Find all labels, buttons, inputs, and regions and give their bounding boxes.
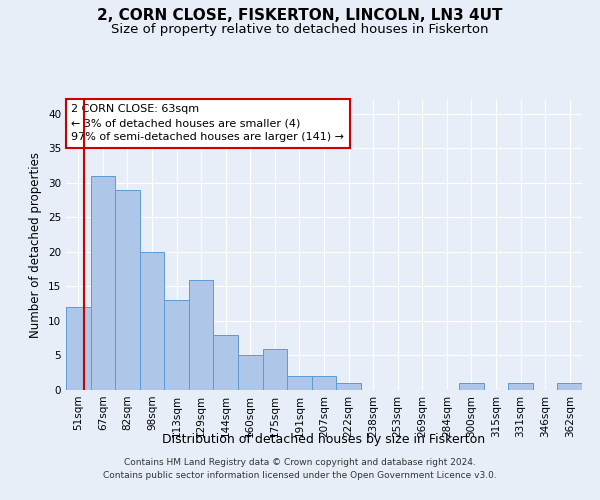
- Bar: [66, 307, 91, 390]
- Bar: [140, 252, 164, 390]
- Bar: [214, 335, 238, 390]
- Bar: [312, 376, 336, 390]
- Bar: [508, 383, 533, 390]
- Text: Contains HM Land Registry data © Crown copyright and database right 2024.
Contai: Contains HM Land Registry data © Crown c…: [103, 458, 497, 480]
- Text: Size of property relative to detached houses in Fiskerton: Size of property relative to detached ho…: [111, 22, 489, 36]
- Bar: [287, 376, 312, 390]
- Bar: [189, 280, 214, 390]
- Bar: [557, 383, 582, 390]
- Text: Distribution of detached houses by size in Fiskerton: Distribution of detached houses by size …: [163, 432, 485, 446]
- Bar: [164, 300, 189, 390]
- Text: 2 CORN CLOSE: 63sqm
← 3% of detached houses are smaller (4)
97% of semi-detached: 2 CORN CLOSE: 63sqm ← 3% of detached hou…: [71, 104, 344, 142]
- Bar: [91, 176, 115, 390]
- Bar: [263, 348, 287, 390]
- Bar: [115, 190, 140, 390]
- Y-axis label: Number of detached properties: Number of detached properties: [29, 152, 43, 338]
- Bar: [459, 383, 484, 390]
- Text: 2, CORN CLOSE, FISKERTON, LINCOLN, LN3 4UT: 2, CORN CLOSE, FISKERTON, LINCOLN, LN3 4…: [97, 8, 503, 22]
- Bar: [336, 383, 361, 390]
- Bar: [238, 356, 263, 390]
